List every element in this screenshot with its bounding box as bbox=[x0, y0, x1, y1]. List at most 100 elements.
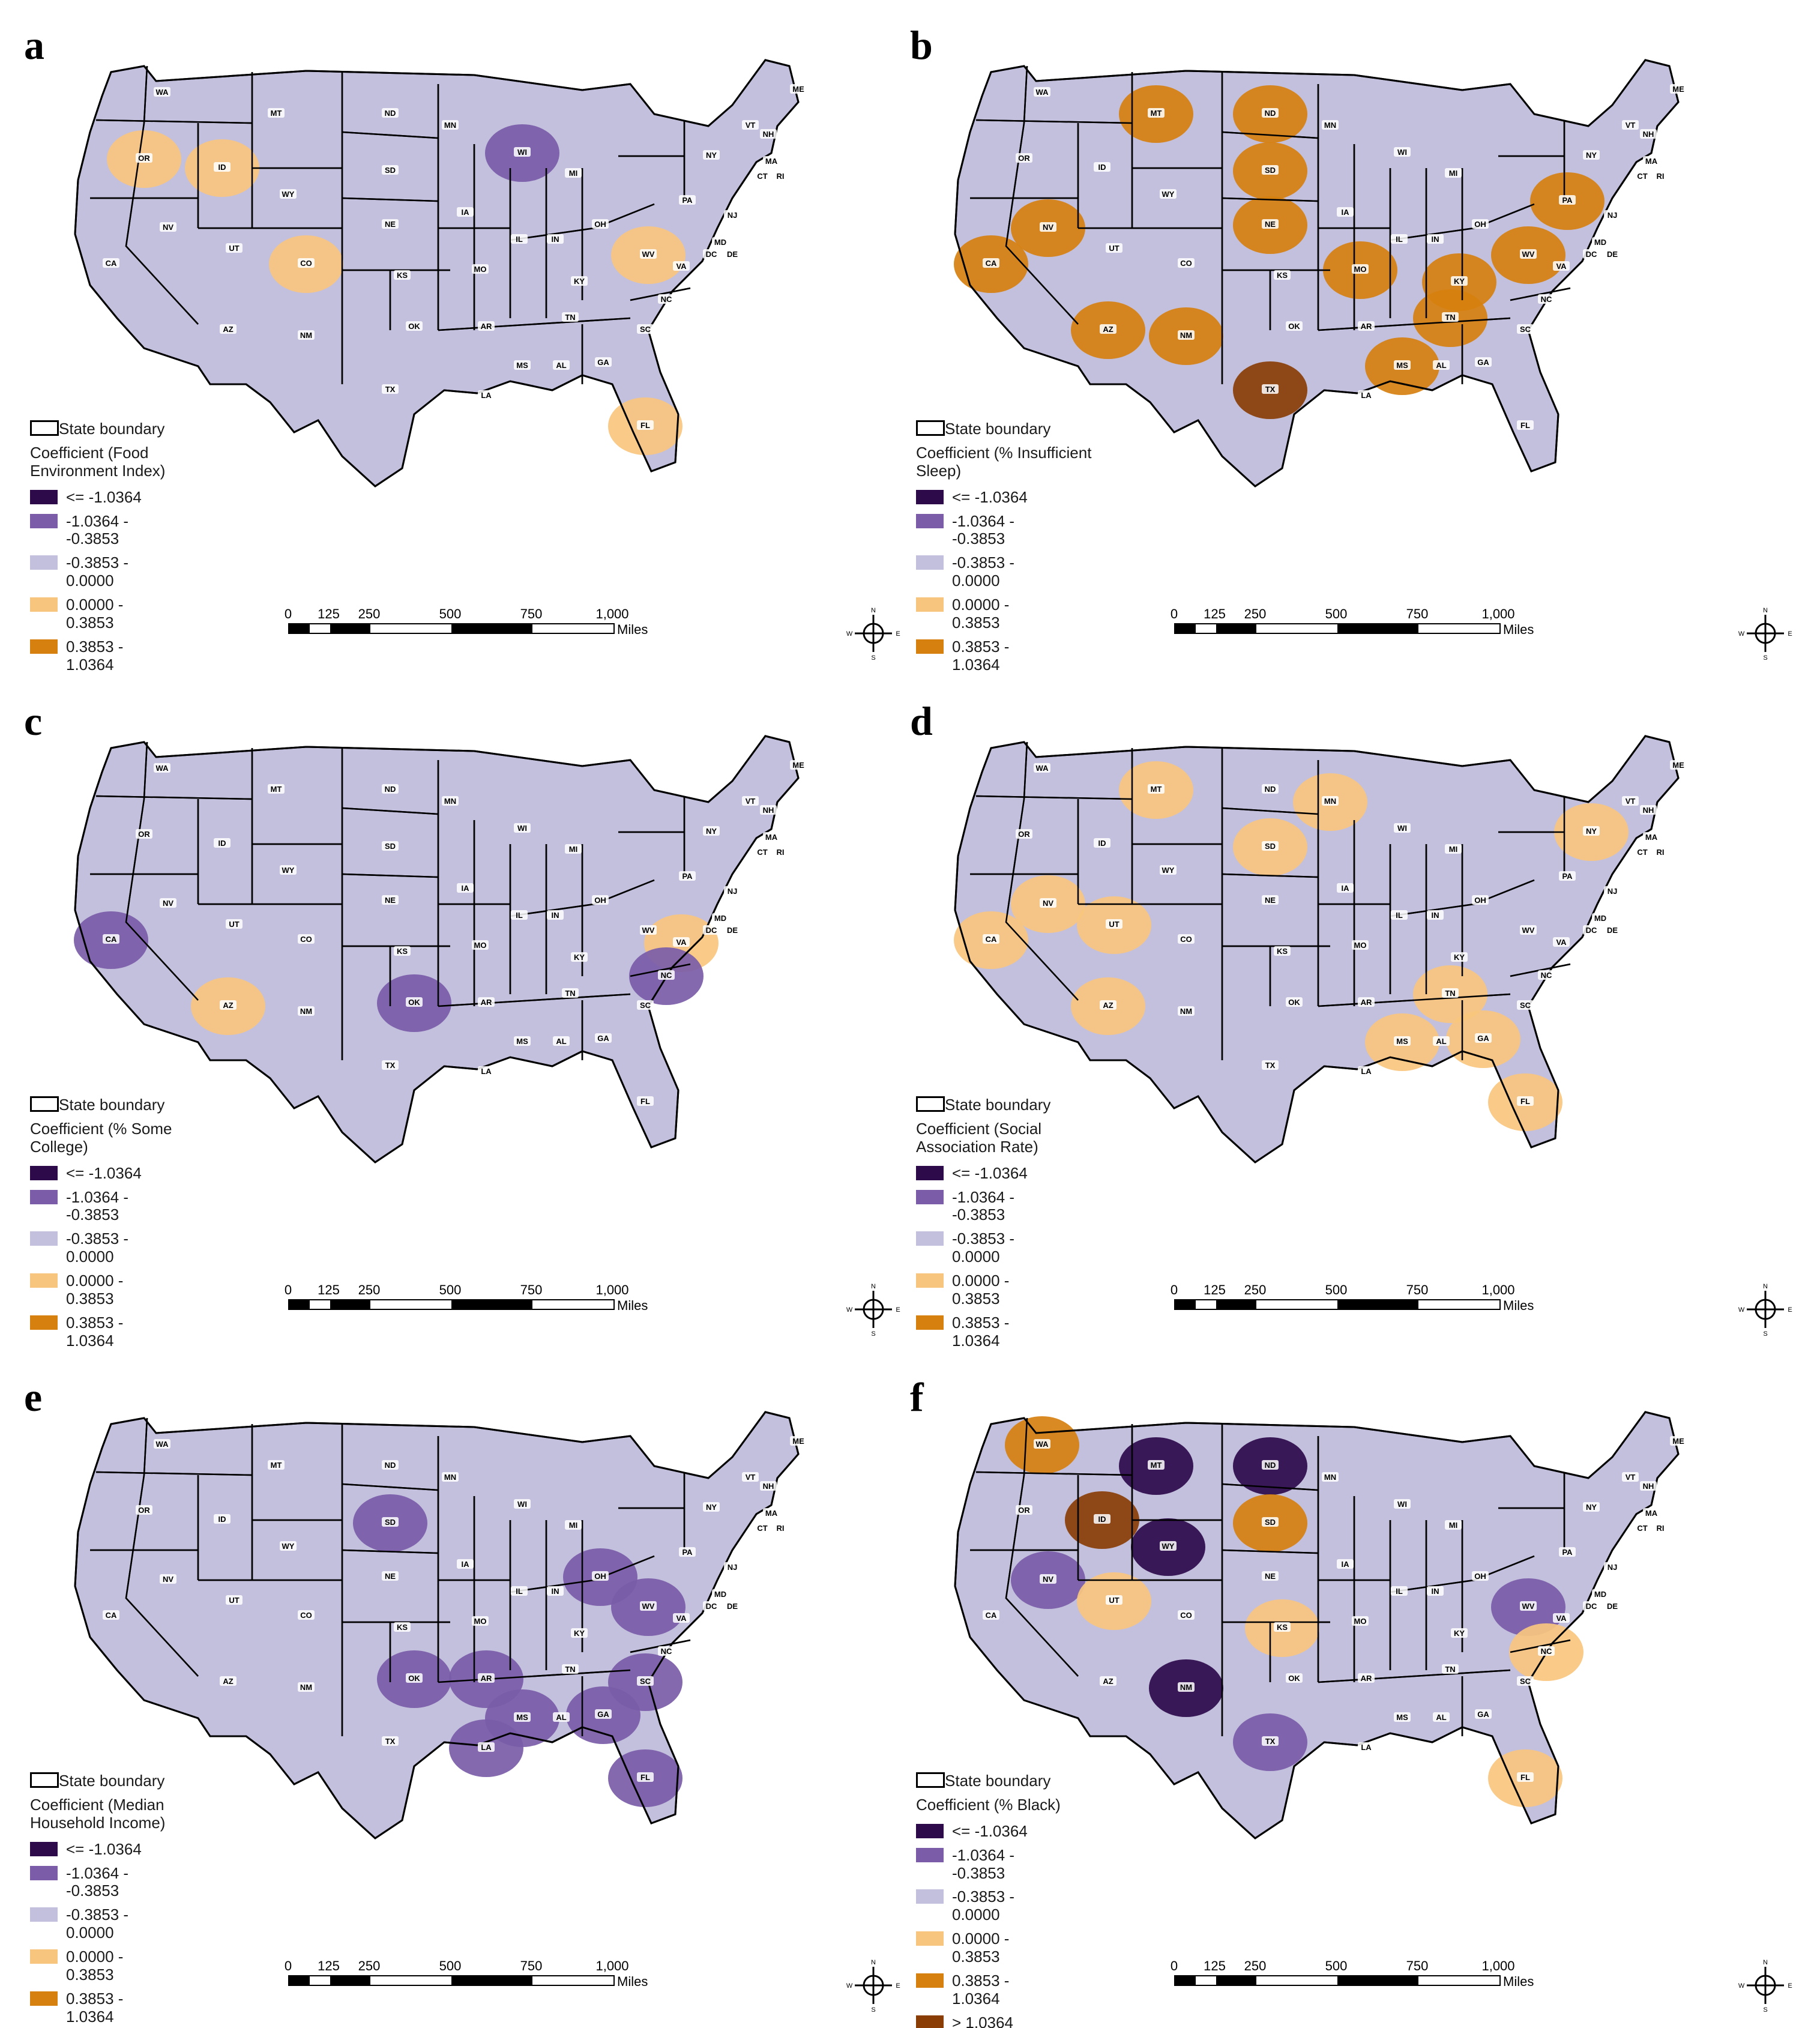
svg-text:MS: MS bbox=[516, 1713, 528, 1722]
state-label-ia: IA bbox=[1337, 883, 1354, 893]
legend-swatch bbox=[30, 489, 58, 504]
svg-text:MA: MA bbox=[765, 833, 778, 842]
scale-tick-label: 500 bbox=[1325, 1282, 1348, 1297]
state-label-va: VA bbox=[673, 261, 690, 271]
legend-class-label: 0.0000 - 0.3853 bbox=[66, 596, 124, 632]
state-label-sd: SD bbox=[1262, 165, 1279, 175]
scale-segment bbox=[532, 1976, 613, 1985]
legend-swatch bbox=[916, 489, 944, 504]
svg-text:E: E bbox=[1788, 1982, 1792, 1990]
map-panel-e: e WA OR CA ID NV MT WY UT AZ CO NM ND SD NE KS OK TX MN IA… bbox=[0, 1352, 910, 2028]
legend-swatch bbox=[916, 597, 944, 612]
panel-letter: c bbox=[24, 698, 43, 744]
legend-state-boundary: State boundary bbox=[30, 420, 210, 438]
svg-text:MN: MN bbox=[444, 121, 456, 130]
svg-text:N: N bbox=[1763, 1959, 1768, 1966]
state-label-oh: OH bbox=[1472, 895, 1489, 905]
svg-text:IL: IL bbox=[1396, 1587, 1403, 1596]
state-label-ne: NE bbox=[382, 895, 399, 905]
scale-tick-label: 1,000 bbox=[595, 1958, 629, 1973]
legend-class-0: <= -1.0364 bbox=[30, 1164, 210, 1183]
state-label-ok: OK bbox=[406, 997, 423, 1007]
state-label-la: LA bbox=[478, 1066, 495, 1076]
state-label-nd: ND bbox=[1262, 108, 1279, 118]
svg-text:MT: MT bbox=[271, 1461, 282, 1470]
map-panel-a: a WA OR CA ID NV MT WY UT AZ CO NM ND SD NE KS OK TX MN IA… bbox=[0, 0, 910, 676]
state-label-ut: UT bbox=[1106, 1595, 1122, 1605]
scale-segment bbox=[370, 624, 451, 633]
svg-text:IN: IN bbox=[1432, 235, 1439, 244]
state-label-tx: TX bbox=[382, 384, 399, 394]
svg-text:MD: MD bbox=[1594, 914, 1606, 923]
state-label-va: VA bbox=[673, 1613, 690, 1623]
svg-text:KS: KS bbox=[1277, 947, 1288, 956]
state-label-or: OR bbox=[136, 1505, 152, 1515]
legend-swatch bbox=[916, 1165, 944, 1180]
state-label-ne: NE bbox=[382, 219, 399, 229]
legend-class-0: <= -1.0364 bbox=[916, 1822, 1096, 1841]
state-label-oh: OH bbox=[1472, 1571, 1489, 1581]
state-boundary-line bbox=[975, 795, 1133, 800]
svg-text:SD: SD bbox=[385, 1518, 396, 1527]
state-label-ga: GA bbox=[1475, 357, 1492, 367]
svg-text:DE: DE bbox=[727, 250, 738, 259]
svg-text:ME: ME bbox=[792, 85, 804, 94]
svg-text:MA: MA bbox=[1645, 157, 1658, 166]
state-label-tx: TX bbox=[1262, 1736, 1279, 1746]
svg-text:OK: OK bbox=[408, 1674, 420, 1683]
svg-text:WA: WA bbox=[156, 88, 169, 97]
legend-class-label: 0.3853 - 1.0364 bbox=[952, 1972, 1010, 2008]
state-boundary-swatch bbox=[30, 420, 59, 436]
scale-segment bbox=[451, 1976, 532, 1985]
legend-class-label: 0.3853 - 1.0364 bbox=[66, 1313, 124, 1350]
state-label-pa: PA bbox=[1559, 871, 1576, 881]
state-label-la: LA bbox=[478, 390, 495, 400]
svg-text:MI: MI bbox=[569, 1521, 577, 1530]
svg-text:NM: NM bbox=[1180, 1683, 1192, 1692]
state-label-de: DE bbox=[724, 1601, 741, 1611]
legend-class-label: 0.3853 - 1.0364 bbox=[66, 1989, 124, 2026]
state-label-wa: WA bbox=[1034, 763, 1050, 773]
state-label-ks: KS bbox=[394, 270, 411, 280]
state-label-ia: IA bbox=[1337, 1559, 1354, 1569]
state-label-tn: TN bbox=[1442, 312, 1459, 322]
scale-bar: 0 125 250 500 750 1,000 Miles bbox=[285, 1958, 648, 1989]
svg-text:E: E bbox=[1788, 1306, 1792, 1314]
svg-text:SD: SD bbox=[1265, 842, 1276, 851]
svg-text:SD: SD bbox=[385, 166, 396, 175]
state-label-ga: GA bbox=[1475, 1033, 1492, 1043]
state-label-de: DE bbox=[724, 249, 741, 259]
svg-text:VA: VA bbox=[676, 1614, 687, 1623]
legend-swatch bbox=[30, 513, 58, 528]
svg-text:KS: KS bbox=[397, 271, 408, 280]
state-label-nm: NM bbox=[1178, 1006, 1195, 1016]
state-label-nd: ND bbox=[1262, 1460, 1279, 1470]
us-map: WA OR CA ID NV MT WY UT AZ CO NM ND SD NE KS OK TX MN IA MO… bbox=[954, 1411, 1687, 1839]
state-label-mt: MT bbox=[1148, 1460, 1165, 1470]
state-label-ks: KS bbox=[394, 1622, 411, 1632]
scale-segment bbox=[1195, 624, 1216, 633]
legend-swatch bbox=[916, 1315, 944, 1330]
svg-text:OR: OR bbox=[138, 154, 150, 163]
svg-text:IL: IL bbox=[1396, 911, 1403, 920]
svg-text:CT: CT bbox=[757, 172, 767, 181]
svg-text:MD: MD bbox=[714, 1590, 726, 1599]
state-label-al: AL bbox=[1433, 1712, 1450, 1722]
svg-text:AL: AL bbox=[556, 1037, 566, 1046]
state-label-de: DE bbox=[1604, 1601, 1621, 1611]
svg-text:PA: PA bbox=[1562, 1548, 1573, 1557]
legend-class-0: <= -1.0364 bbox=[916, 488, 1096, 507]
state-label-wa: WA bbox=[1034, 87, 1050, 97]
svg-text:WI: WI bbox=[517, 824, 527, 833]
state-label-de: DE bbox=[724, 925, 741, 935]
us-map: WA OR CA ID NV MT WY UT AZ CO NM ND SD NE KS OK TX MN IA MO… bbox=[74, 59, 807, 487]
legend-class-label: -1.0364 - -0.3853 bbox=[66, 512, 129, 548]
state-label-wi: WI bbox=[514, 147, 531, 157]
state-label-nc: NC bbox=[658, 294, 675, 304]
state-label-sd: SD bbox=[382, 841, 399, 851]
svg-text:VT: VT bbox=[746, 121, 756, 130]
state-label-nv: NV bbox=[1040, 898, 1056, 908]
legend-class-3: 0.0000 - 0.3853 bbox=[916, 1272, 1096, 1308]
scale-segment bbox=[1195, 1976, 1216, 1985]
state-label-md: MD bbox=[712, 237, 729, 247]
